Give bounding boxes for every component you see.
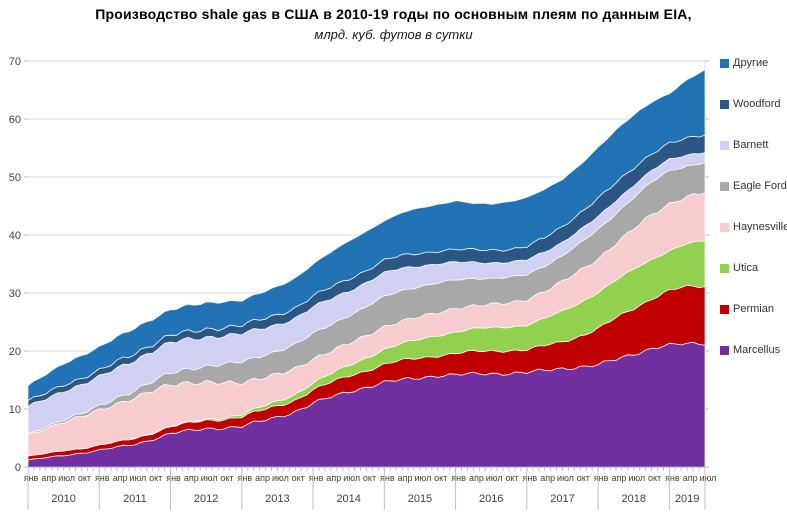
month-label: окт [149,473,162,483]
month-label: янв [380,473,395,483]
legend-item-haynesville: Haynesville [720,221,787,233]
legend-label: Marcellus [733,344,781,356]
y-axis-label: 30 [9,288,21,300]
month-label: янв [237,473,252,483]
y-axis-label: 10 [9,404,21,416]
legend-label: Woodford [733,98,781,110]
year-label: 2016 [479,493,503,505]
legend-swatch-icon [720,304,729,314]
year-label: 2014 [336,493,360,505]
month-label: июл [343,473,360,483]
y-axis-label: 40 [9,230,21,242]
legend-label: Barnett [733,139,769,151]
month-label: янв [166,473,181,483]
month-label: окт [505,473,518,483]
month-label: окт [292,473,305,483]
month-label: апр [255,473,270,483]
legend-label: Eagle Ford [733,180,787,192]
month-label: янв [24,473,39,483]
legend-swatch-icon [720,58,729,68]
month-label: апр [184,473,199,483]
month-label: янв [95,473,110,483]
y-axis-label: 20 [9,346,21,358]
month-label: янв [523,473,538,483]
month-label: июл [129,473,146,483]
month-label: июл [201,473,218,483]
legend-swatch-icon [720,140,729,150]
month-label: окт [78,473,91,483]
year-label: 2011 [123,493,147,505]
month-label: июл [58,473,75,483]
month-label: апр [611,473,626,483]
chart-subtitle: млрд. куб. футов в сутки [314,27,473,42]
legend-label: Другие [733,57,769,69]
month-label: янв [451,473,466,483]
area-series-другие [27,68,706,402]
year-label: 2010 [51,493,75,505]
legend-label: Utica [733,262,759,274]
month-label: апр [540,473,555,483]
legend-item-woodford: Woodford [720,98,781,110]
year-label: 2017 [550,493,574,505]
month-label: апр [398,473,413,483]
month-label: янв [665,473,680,483]
month-label: окт [648,473,661,483]
month-label: окт [220,473,233,483]
legend-item-marcellus: Marcellus [720,344,780,356]
y-axis-label: 50 [9,172,21,184]
chart-title: Производство shale gas в США в 2010-19 г… [95,6,692,22]
month-label: янв [594,473,609,483]
month-label: окт [577,473,590,483]
month-label: апр [41,473,56,483]
month-label: июл [486,473,503,483]
legend-item-utica: Utica [720,262,758,274]
month-label: апр [113,473,128,483]
year-label: 2012 [194,493,218,505]
month-label: апр [326,473,341,483]
legend-item-barnett: Barnett [720,139,768,151]
month-label: окт [363,473,376,483]
legend-item-eagle-ford: Eagle Ford [720,180,787,192]
legend-swatch-icon [720,263,729,273]
legend-swatch-icon [720,345,729,355]
y-axis-label: 70 [9,56,21,68]
month-label: янв [309,473,324,483]
legend-swatch-icon [720,181,729,191]
legend-swatch-icon [720,222,729,232]
legend-swatch-icon [720,99,729,109]
legend-item-другие: Другие [720,57,768,69]
month-label: июл [415,473,432,483]
month-label: апр [683,473,698,483]
legend-label: Haynesville [733,221,787,233]
month-label: июл [700,473,717,483]
year-label: 2013 [265,493,289,505]
legend-item-permian: Permian [720,303,774,315]
month-label: июл [628,473,645,483]
y-axis-label: 60 [9,114,21,126]
year-label: 2018 [621,493,645,505]
month-label: апр [469,473,484,483]
month-label: июл [557,473,574,483]
legend-label: Permian [733,303,774,315]
y-axis-label: 0 [15,462,21,474]
month-label: июл [272,473,289,483]
month-label: окт [434,473,447,483]
year-label: 2015 [408,493,432,505]
year-label: 2019 [675,493,699,505]
